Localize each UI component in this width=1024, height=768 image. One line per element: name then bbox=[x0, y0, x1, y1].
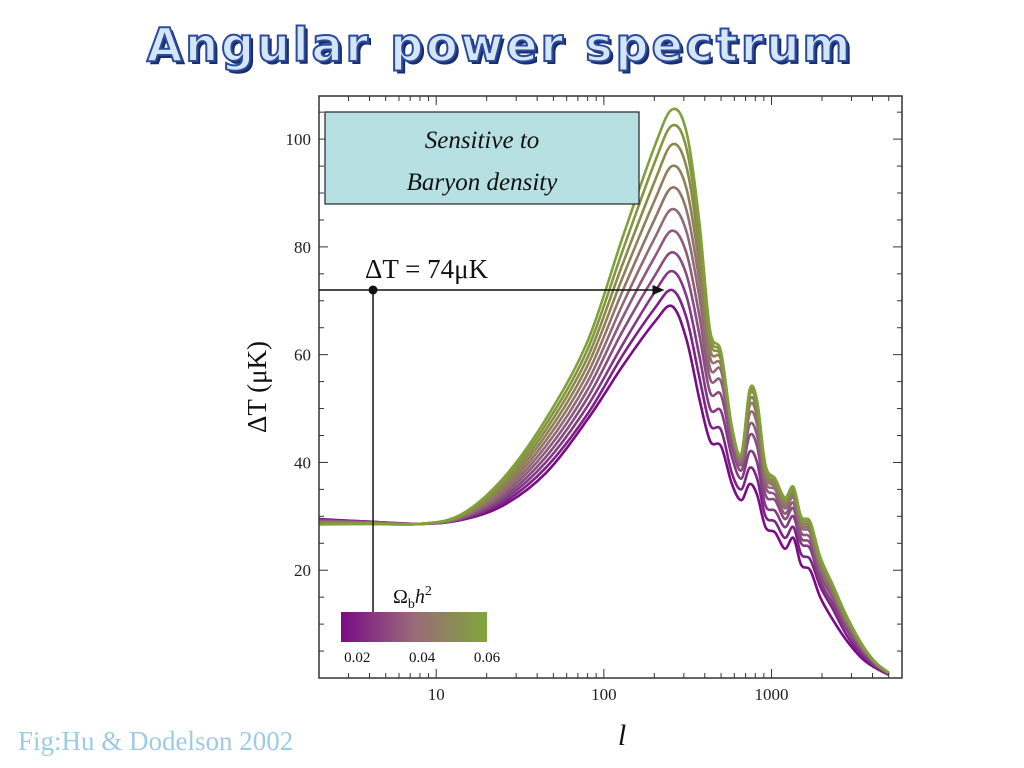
colorbar-tick-label: 0.06 bbox=[474, 650, 501, 666]
annotation-layer: Sensitive to Baryon density ΔT = 74μK 0.02 0… bbox=[319, 112, 665, 666]
y-tick-label: 100 bbox=[286, 130, 312, 149]
colorbar-tick-label: 0.04 bbox=[409, 650, 436, 666]
x-axis-title: l bbox=[618, 719, 626, 752]
power-spectrum-chart: 10 100 100020406080100lΔT (μK) Sensitive t… bbox=[0, 0, 1024, 768]
x-tick-label: 100 bbox=[591, 685, 617, 704]
annotation-line-1: Sensitive to bbox=[425, 127, 540, 154]
x-tick-label: 10 bbox=[428, 685, 445, 704]
y-tick-label: 40 bbox=[294, 453, 311, 472]
y-tick-label: 80 bbox=[294, 238, 311, 257]
colorbar-label: Ωbh2 bbox=[393, 584, 432, 612]
equation-label: ΔT = 74μK bbox=[365, 254, 489, 284]
y-tick-label: 20 bbox=[294, 561, 311, 580]
y-tick-label: 60 bbox=[294, 346, 311, 365]
figure-caption: Fig:Hu & Dodelson 2002 bbox=[18, 726, 293, 757]
y-axis-title: ΔT (μK) bbox=[242, 341, 272, 433]
colorbar bbox=[341, 612, 487, 642]
x-tick-label: 1000 bbox=[755, 685, 789, 704]
annotation-line-2: Baryon density bbox=[407, 169, 559, 196]
colorbar-tick-label: 0.02 bbox=[344, 650, 370, 666]
